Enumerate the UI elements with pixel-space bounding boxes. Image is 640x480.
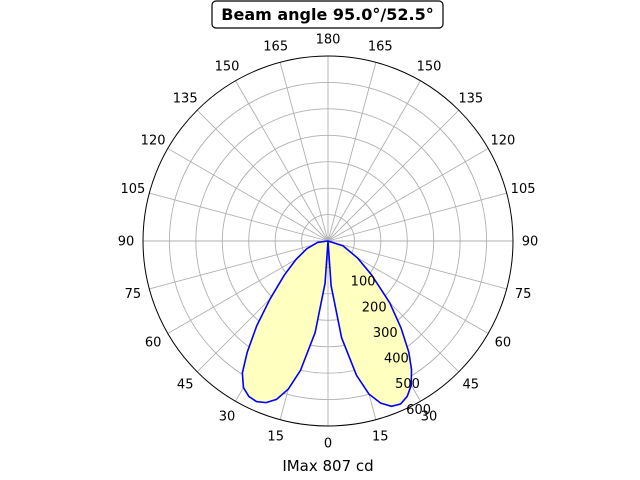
angle-tick-16: 60 [145, 336, 162, 351]
grid-spoke [167, 148, 329, 242]
angle-tick-8: 60 [495, 336, 512, 351]
radial-tick-500: 500 [395, 377, 420, 392]
grid-spoke [327, 192, 507, 242]
radial-tick-200: 200 [362, 300, 387, 315]
grid-spoke [279, 62, 329, 242]
angle-tick-19: 105 [120, 182, 145, 197]
angle-tick-13: 15 [267, 430, 284, 445]
chart-title: Beam angle 95.0°/52.5° [221, 5, 433, 24]
angle-tick-1: 165 [368, 39, 393, 54]
angle-tick-12: 0 [324, 437, 332, 452]
grid-spoke [149, 240, 329, 290]
angle-tick-2: 150 [417, 60, 442, 75]
title-box: Beam angle 95.0°/52.5° [211, 0, 444, 29]
radial-tick-600: 600 [406, 403, 431, 418]
angle-tick-14: 30 [219, 409, 236, 424]
grid-spoke [149, 192, 329, 242]
intensity-line-0 [241, 240, 413, 408]
angle-tick-20: 120 [141, 134, 166, 149]
polar-spine [142, 55, 514, 427]
grid-spoke [327, 80, 421, 242]
angle-tick-9: 45 [463, 377, 480, 392]
angle-tick-3: 135 [458, 92, 483, 107]
grid-spoke [235, 80, 329, 242]
angle-tick-0: 180 [316, 33, 341, 48]
grid-spoke [327, 148, 489, 242]
angle-tick-5: 105 [511, 182, 536, 197]
angle-tick-10: 30 [421, 409, 438, 424]
radial-tick-400: 400 [384, 352, 409, 367]
grid-spoke [327, 109, 460, 242]
grid-spoke [327, 240, 507, 290]
angle-tick-labels: 180 1651501351201059075604530150153045607… [118, 33, 539, 452]
angle-tick-22: 150 [215, 60, 240, 75]
angle-tick-21: 135 [173, 92, 198, 107]
radial-tick-labels: 100 200 300 400 500 600 [351, 275, 431, 418]
angle-tick-18: 90 [118, 235, 135, 250]
angle-tick-15: 45 [177, 377, 194, 392]
angle-tick-23: 165 [263, 39, 288, 54]
grid-spoke [327, 62, 377, 242]
radial-tick-300: 300 [373, 326, 398, 341]
angle-tick-17: 75 [125, 287, 142, 302]
radial-tick-100: 100 [351, 275, 376, 290]
angle-tick-11: 15 [372, 430, 389, 445]
intensity-fill-0 [242, 241, 412, 407]
angle-tick-6: 90 [522, 235, 539, 250]
intensity-curve-group [241, 240, 413, 408]
angle-tick-7: 75 [515, 287, 532, 302]
x-axis-label: IMax 807 cd [282, 457, 373, 475]
grid-spoke [196, 109, 329, 242]
angle-tick-4: 120 [490, 134, 515, 149]
